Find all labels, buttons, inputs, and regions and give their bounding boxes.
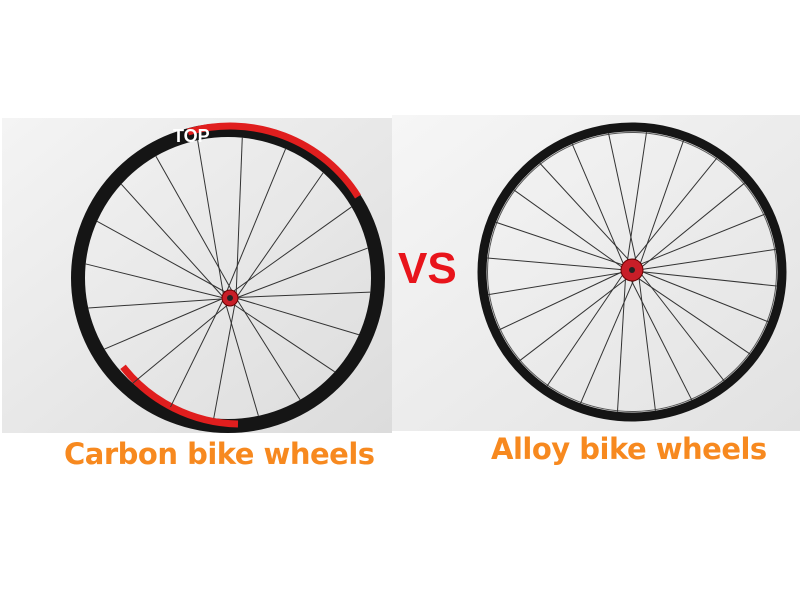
spoke	[539, 162, 639, 271]
spoke	[487, 257, 627, 271]
rim-decal	[187, 122, 361, 199]
spoke	[88, 297, 237, 309]
carbon-wheel-photo: TOP	[2, 118, 392, 433]
spoke	[235, 172, 324, 299]
spoke	[213, 297, 237, 419]
hub-axle	[629, 267, 635, 273]
spoke	[235, 247, 368, 299]
spoke	[625, 269, 693, 401]
spoke	[197, 140, 225, 299]
rim-edge	[487, 132, 777, 412]
spoke	[223, 206, 352, 299]
spoke	[223, 291, 371, 299]
spoke	[519, 269, 639, 362]
spoke	[637, 269, 656, 411]
carbon-caption: Carbon bike wheels	[64, 437, 375, 471]
spoke	[170, 297, 225, 408]
spoke	[637, 140, 684, 271]
spoke	[155, 155, 237, 299]
spoke	[223, 297, 259, 416]
spoke	[625, 132, 648, 271]
spoke	[223, 148, 287, 299]
spoke	[571, 143, 627, 271]
spoke	[625, 157, 718, 271]
rim	[477, 122, 787, 422]
spoke	[637, 182, 745, 271]
alloy-caption: Alloy bike wheels	[491, 432, 767, 466]
spoke	[625, 269, 777, 287]
spoke	[580, 269, 639, 404]
alloy-wheel	[477, 122, 787, 422]
spoke	[513, 189, 627, 271]
spoke	[85, 263, 225, 299]
spoke	[104, 297, 225, 350]
spoke	[637, 248, 776, 271]
spoke	[235, 297, 360, 336]
alloy-wheel-photo	[392, 115, 800, 431]
spoke	[223, 297, 335, 373]
spoke	[235, 297, 301, 401]
rim-decal	[120, 364, 239, 428]
spoke	[625, 269, 751, 355]
spoke	[608, 133, 639, 271]
spoke	[120, 183, 225, 299]
spoke	[637, 269, 769, 323]
spoke	[499, 269, 627, 331]
vs-label: VS	[398, 244, 457, 293]
spoke	[637, 269, 725, 382]
rim-logo: TOP	[173, 126, 210, 146]
spoke	[132, 297, 237, 384]
carbon-wheel: TOP	[71, 122, 385, 433]
spoke	[235, 137, 243, 299]
spoke	[616, 269, 627, 412]
spoke	[625, 213, 765, 271]
spoke	[488, 269, 639, 296]
hub-axle	[227, 295, 233, 301]
